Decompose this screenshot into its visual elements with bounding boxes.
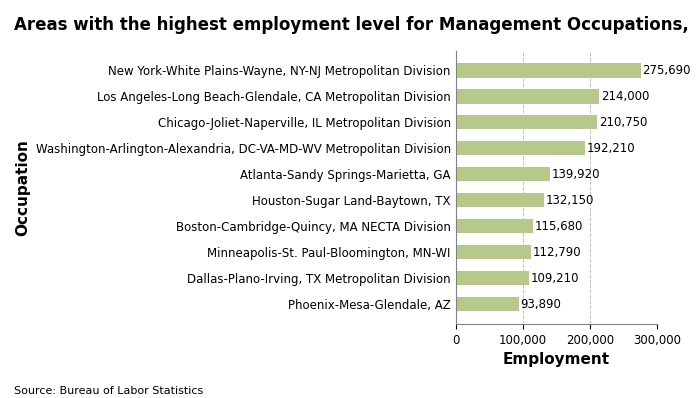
Bar [456, 193, 544, 207]
Bar [456, 167, 550, 181]
Bar [456, 89, 599, 103]
Text: 115,680: 115,680 [535, 220, 583, 233]
Text: 192,210: 192,210 [586, 142, 635, 155]
Text: Source: Bureau of Labor Statistics: Source: Bureau of Labor Statistics [14, 386, 203, 396]
Text: 112,790: 112,790 [533, 246, 582, 259]
Bar [456, 63, 641, 78]
Text: Areas with the highest employment level for Management Occupations, May 2011: Areas with the highest employment level … [14, 16, 696, 34]
Text: 93,890: 93,890 [521, 298, 561, 311]
Text: 214,000: 214,000 [601, 90, 649, 103]
Y-axis label: Occupation: Occupation [15, 139, 30, 236]
X-axis label: Employment: Employment [503, 352, 610, 367]
Text: 139,920: 139,920 [551, 168, 600, 181]
Text: 109,210: 109,210 [530, 272, 579, 285]
Bar [456, 219, 533, 234]
Text: 210,750: 210,750 [599, 116, 647, 129]
Bar [456, 115, 597, 129]
Bar [456, 141, 585, 156]
Text: 275,690: 275,690 [642, 64, 691, 77]
Text: 132,150: 132,150 [546, 194, 594, 207]
Bar [456, 297, 519, 311]
Bar [456, 271, 529, 285]
Bar [456, 245, 531, 259]
